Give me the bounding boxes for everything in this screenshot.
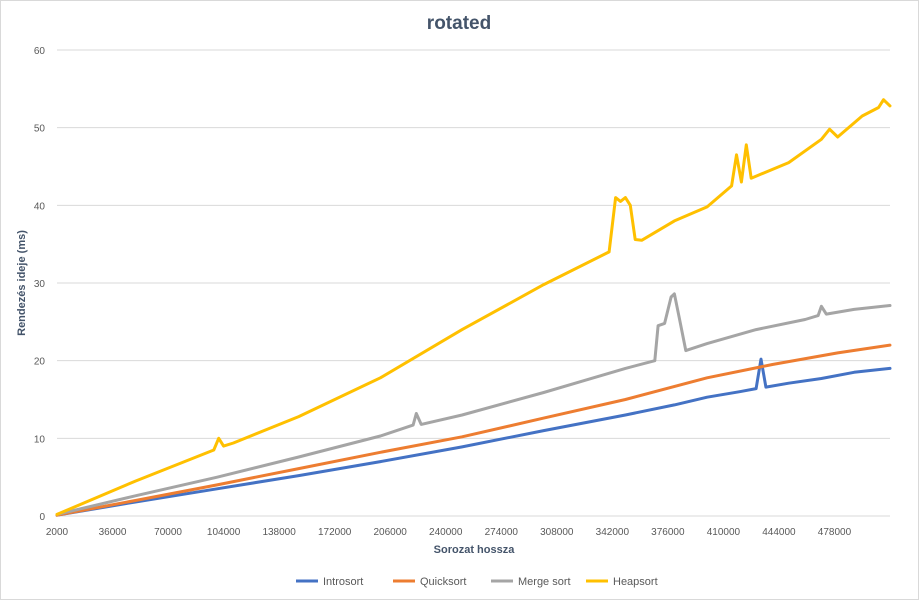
y-axis-ticks: 0 10 20 30 40 50 60 — [34, 46, 46, 523]
x-tick-label: 138000 — [262, 527, 296, 538]
y-tick-label: 60 — [34, 46, 46, 57]
x-tick-label: 410000 — [707, 527, 741, 538]
legend-label: Merge sort — [518, 576, 571, 588]
series-lines — [55, 98, 892, 517]
x-tick-label: 240000 — [429, 527, 463, 538]
y-tick-label: 0 — [39, 512, 45, 523]
legend: Introsort Quicksort Merge sort Heapsort — [296, 576, 658, 588]
series-line-heapsort — [55, 98, 892, 516]
y-tick-label: 50 — [34, 124, 46, 135]
legend-label: Quicksort — [420, 576, 466, 588]
x-tick-label: 478000 — [818, 527, 852, 538]
legend-label: Heapsort — [613, 576, 658, 588]
y-tick-label: 40 — [34, 201, 46, 212]
y-axis-title: Rendezés ideje (ms) — [16, 230, 28, 336]
y-tick-label: 30 — [34, 279, 46, 290]
x-tick-label: 206000 — [374, 527, 408, 538]
x-tick-label: 172000 — [318, 527, 352, 538]
x-tick-label: 342000 — [596, 527, 630, 538]
x-tick-label: 444000 — [762, 527, 796, 538]
x-tick-label: 308000 — [540, 527, 574, 538]
gridlines — [57, 49, 890, 439]
chart-title: rotated — [427, 13, 491, 34]
x-tick-label: 70000 — [154, 527, 182, 538]
series-line-introsort — [55, 357, 892, 517]
y-tick-label: 20 — [34, 357, 46, 368]
y-tick-label: 10 — [34, 434, 46, 445]
x-tick-label: 274000 — [485, 527, 519, 538]
x-tick-label: 2000 — [46, 527, 69, 538]
x-axis-title: Sorozat hossza — [434, 544, 516, 556]
x-axis-ticks: 2000 36000 70000 104000 138000 172000 206000 24… — [46, 527, 852, 538]
x-tick-label: 104000 — [207, 527, 241, 538]
series-line-merge-sort — [55, 292, 892, 516]
x-tick-label: 36000 — [99, 527, 127, 538]
x-tick-label: 376000 — [651, 527, 685, 538]
series-line-quicksort — [55, 343, 892, 517]
legend-label: Introsort — [323, 576, 363, 588]
